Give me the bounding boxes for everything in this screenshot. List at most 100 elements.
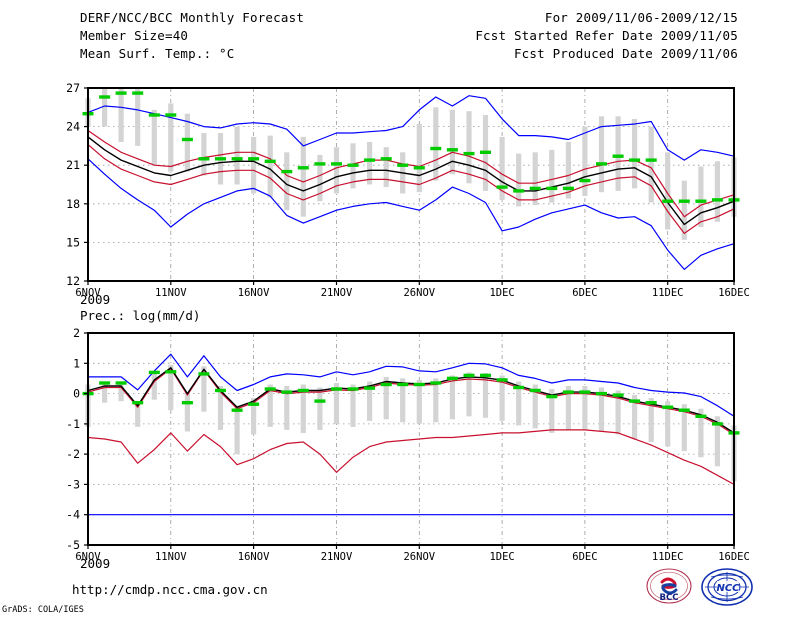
ensemble-spread-bar [632, 395, 638, 439]
y-axis-tick-label: -2 [66, 447, 80, 461]
ensemble-spread-bar [466, 111, 472, 184]
x-axis-tick-label: 11DEC [652, 551, 684, 563]
plot-frame [87, 87, 735, 282]
ensemble-spread-bar [433, 107, 439, 181]
ensemble-spread-bar [698, 166, 704, 227]
series-line-maximum [88, 353, 735, 417]
x-axis-tick-label: 21NOV [321, 287, 353, 299]
logo-group: BCC NCC [645, 568, 755, 608]
ensemble-spread-bar [582, 126, 588, 197]
forecast-range-label: For 2009/11/06-2009/12/15 [544, 10, 738, 25]
ensemble-spread-bar [184, 113, 190, 172]
ensemble-spread-bar [367, 381, 373, 421]
forecast-start-date-label: Fcst Started Refer Date 2009/11/05 [475, 28, 738, 43]
ensemble-spread-bar [615, 390, 621, 435]
svg-text:NCC: NCC [716, 583, 740, 594]
ensemble-spread-bar [665, 401, 671, 447]
ensemble-spread-bar [532, 152, 538, 206]
series-line-upper-quartile [87, 368, 735, 436]
x-axis-tick-label: 16DEC [718, 287, 750, 299]
y-axis-tick-label: 2 [73, 326, 80, 340]
ensemble-spread-bar [350, 143, 356, 189]
ensemble-spread-bar [416, 124, 422, 193]
y-axis-tick-label: -1 [66, 417, 80, 431]
ensemble-spread-bar [201, 366, 207, 412]
ensemble-spread-bar [333, 147, 340, 194]
grads-credit: GrADS: COLA/IGES [2, 605, 84, 615]
series-line-mean [87, 367, 735, 434]
ensemble-spread-bar [482, 373, 489, 418]
ensemble-spread-bar [85, 98, 91, 127]
plot-frame [87, 332, 735, 546]
ensemble-spread-bar [184, 392, 190, 432]
ensemble-spread-bar [151, 370, 157, 400]
ensemble-spread-bar [482, 115, 489, 191]
y-axis-tick-label: 21 [66, 158, 80, 172]
ensemble-spread-bar [284, 152, 290, 211]
ncc-logo-icon: NCC [701, 568, 753, 606]
ensemble-spread-bar [416, 379, 422, 424]
ensemble-spread-bar [367, 142, 373, 185]
top-chart-year-label: 2009 [80, 292, 111, 307]
ensemble-spread-bar [549, 149, 555, 203]
ensemble-spread-bar [217, 133, 224, 185]
ensemble-spread-bar [118, 381, 124, 402]
forecast-produced-date-label: Fcst Produced Date 2009/11/06 [513, 46, 738, 61]
y-axis-tick-label: 24 [66, 120, 80, 134]
ensemble-spread-bar [168, 364, 174, 411]
series-line-lower-quartile [87, 144, 735, 234]
ensemble-spread-bar [449, 109, 455, 175]
x-axis-tick-label: 26NOV [403, 287, 435, 299]
ensemble-spread-bar [565, 386, 571, 430]
ensemble-spread-bar [383, 376, 389, 420]
y-axis-tick-label: 15 [66, 235, 80, 249]
ensemble-spread-bar [731, 425, 737, 482]
ensemble-spread-bar [433, 378, 439, 423]
ensemble-spread-bar [582, 386, 588, 430]
series-line-lower-quartile [87, 429, 735, 485]
ensemble-spread-bar [598, 387, 605, 432]
x-axis-tick-label: 16NOV [238, 287, 270, 299]
ensemble-spread-bar [234, 405, 240, 455]
ensemble-spread-bar [201, 133, 207, 176]
series-line-upper-quartile [87, 130, 735, 218]
y-axis-tick-label: -5 [66, 538, 80, 552]
ensemble-spread-bar [499, 136, 505, 200]
y-axis-tick-label: 1 [73, 356, 80, 370]
ensemble-spread-bar [499, 375, 505, 421]
ensemble-spread-bar [300, 136, 306, 217]
y-axis-tick-label: 18 [66, 197, 80, 211]
bottom-chart-units-label: Prec.: log(mm/d) [80, 308, 201, 323]
ensemble-spread-bar [300, 384, 306, 433]
series-line-mean [87, 136, 735, 226]
ensemble-spread-bar [317, 387, 323, 430]
ensemble-spread-bar [118, 88, 124, 142]
website-url[interactable]: http://cmdp.ncc.cma.gov.cn [72, 582, 268, 597]
ensemble-spread-bar [400, 378, 406, 423]
ensemble-spread-bar [85, 384, 91, 427]
ensemble-spread-bar [681, 404, 687, 452]
x-axis-tick-label: 1DEC [489, 287, 514, 299]
bottom-chart-year-label: 2009 [80, 556, 111, 571]
ensemble-spread-bar [565, 142, 571, 199]
ensemble-spread-bar [648, 126, 654, 203]
y-axis-tick-label: 12 [66, 274, 80, 288]
ensemble-spread-bar [168, 103, 174, 172]
ensemble-spread-bar [698, 408, 704, 458]
ensemble-spread-bar [234, 126, 240, 185]
ensemble-spread-bar [383, 147, 389, 188]
ensemble-spread-bar [615, 116, 621, 191]
x-axis-tick-label: 6DEC [572, 551, 597, 563]
ensemble-spread-bar [714, 416, 720, 467]
ensemble-spread-bar [135, 401, 141, 427]
ensemble-spread-bar [267, 135, 273, 198]
bcc-logo-icon: BCC [646, 568, 692, 604]
ensemble-spread-bar [217, 386, 224, 430]
ensemble-spread-bar [466, 372, 472, 417]
x-axis-tick-label: 16NOV [238, 551, 270, 563]
page-title: DERF/NCC/BCC Monthly Forecast [80, 10, 305, 25]
ensemble-spread-bar [731, 157, 737, 217]
